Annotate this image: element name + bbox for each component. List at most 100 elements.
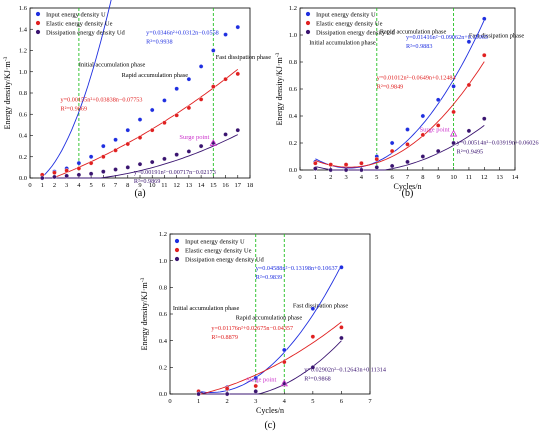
data-point-elastic [224, 386, 230, 391]
data-point-dissipation [328, 167, 334, 173]
legend-marker-elastic [174, 247, 180, 253]
data-point-dissipation [310, 365, 316, 370]
data-point-elastic [113, 148, 118, 153]
y-tick-label: 1.0 [159, 258, 167, 265]
legend-label-input: Input energy density U [185, 238, 245, 245]
x-tick-label: 12 [481, 174, 488, 181]
x-tick-label: 9 [437, 174, 440, 181]
data-point-elastic [343, 162, 349, 167]
data-point-dissipation [481, 116, 487, 121]
x-tick-label: 0 [298, 174, 301, 181]
data-point-elastic [211, 84, 216, 89]
data-point-elastic [137, 135, 143, 140]
x-tick-label: 8 [126, 182, 129, 189]
x-tick-label: 12 [173, 182, 180, 189]
legend-label-dissipation: Dissipation energy density Ud [316, 29, 396, 36]
surge-point-label: Surge point [179, 134, 209, 141]
legend-label-elastic: Elastic energy density Ue [46, 20, 113, 27]
y-tick-label: 0.8 [289, 59, 297, 66]
fit-equation-dissipation: y=0.02902n²−0.12643n+0.11314 [304, 366, 386, 373]
data-point-elastic [52, 170, 57, 175]
y-axis-label: Energy density/KJ·m-3 [275, 52, 284, 125]
data-point-input [88, 154, 94, 160]
data-point-input [211, 48, 216, 53]
x-tick-label: 5 [311, 398, 314, 405]
y-tick-label: 0.6 [289, 86, 298, 93]
data-point-input [113, 137, 118, 143]
x-tick-label: 2 [53, 182, 56, 189]
data-point-elastic [339, 325, 344, 330]
panel-label: (a) [134, 188, 145, 199]
data-point-input [253, 375, 259, 381]
x-tick-label: 0 [168, 398, 171, 405]
data-point-elastic [198, 97, 204, 102]
phase-label: Initial accumulation phase [79, 61, 146, 68]
fit-curve-input [198, 264, 342, 393]
x-tick-label: 17 [235, 182, 242, 189]
data-point-dissipation [359, 167, 364, 173]
data-point-dissipation [198, 143, 204, 149]
x-tick-label: 6 [391, 174, 395, 181]
fit-curve-input [315, 19, 485, 169]
fit-equation-dissipation: y=0.00514n²−0.03919n+0.06026 [457, 139, 539, 146]
fit-curve-elastic [315, 61, 485, 168]
data-point-elastic [389, 148, 395, 154]
data-point-dissipation [313, 166, 318, 171]
fit-r2-input: R²=0.9938 [146, 39, 173, 46]
data-point-input [174, 86, 179, 92]
y-tick-label: 0.0 [159, 391, 167, 398]
fit-curve-input [41, 0, 112, 178]
x-tick-label: 2 [226, 398, 229, 405]
legend-marker-dissipation [35, 29, 41, 35]
data-point-elastic [162, 120, 167, 126]
legend-label-elastic: Elastic energy density Ue [316, 20, 383, 27]
y-tick-label: 0.4 [289, 113, 298, 120]
y-tick-label: 0.2 [289, 140, 297, 147]
data-point-input [101, 143, 106, 149]
x-tick-label: 11 [161, 182, 167, 189]
fit-equation-input: y=0.01416n²−0.09062n+0.15965 [406, 34, 488, 41]
y-axis-label: Energy density/KJ·m-3 [3, 56, 12, 129]
legend-marker-elastic [35, 20, 41, 26]
chart-panel-2: 0 1 2 3 4 5 6 7 8 9 10 11 12 13 140.00.20.40.60.81.01.… [275, 5, 539, 199]
data-point-dissipation [223, 132, 228, 137]
phase-label: Fast dissipation phase [293, 302, 348, 309]
data-point-dissipation [137, 161, 143, 167]
data-point-elastic [235, 71, 241, 77]
data-point-input [281, 347, 287, 353]
y-tick-label: 1.6 [19, 5, 28, 12]
data-point-elastic [281, 359, 287, 365]
x-tick-label: 1 [197, 398, 200, 405]
data-point-input [235, 24, 241, 30]
data-point-elastic [76, 166, 82, 171]
x-tick-label: 9 [138, 182, 141, 189]
data-point-elastic [174, 113, 179, 118]
legend-label-dissipation: Dissipation energy density Ud [46, 29, 126, 36]
fit-r2-input: R²=0.9839 [256, 274, 283, 281]
data-point-dissipation [389, 163, 395, 169]
y-tick-label: 1.2 [159, 231, 167, 238]
legend-label-input: Input energy density U [316, 11, 376, 18]
y-tick-label: 0.4 [19, 133, 28, 140]
data-point-elastic [420, 132, 426, 138]
data-point-dissipation [466, 128, 472, 134]
legend-marker-input [174, 238, 180, 244]
data-point-dissipation [174, 152, 179, 157]
data-point-elastic [435, 123, 441, 128]
x-tick-label: 3 [344, 174, 347, 181]
fit-equation-dissipation: y=0.00191n²−0.00717n−0.02173 [134, 169, 216, 176]
fit-r2-elastic: R²=0.9849 [377, 84, 404, 91]
data-point-elastic [186, 105, 192, 111]
legend-marker-input [35, 11, 41, 17]
data-point-dissipation [101, 169, 106, 174]
data-point-elastic [310, 334, 316, 339]
x-tick-label: 6 [340, 398, 344, 405]
y-tick-label: 0.0 [289, 167, 297, 174]
data-point-dissipation [39, 175, 45, 181]
data-point-elastic [64, 168, 69, 173]
x-tick-label: 7 [114, 182, 118, 189]
x-tick-label: 2 [329, 174, 332, 181]
data-point-dissipation [162, 156, 167, 162]
surge-point-label: Surge point [246, 376, 276, 383]
fit-curve-dissipation [42, 134, 238, 179]
